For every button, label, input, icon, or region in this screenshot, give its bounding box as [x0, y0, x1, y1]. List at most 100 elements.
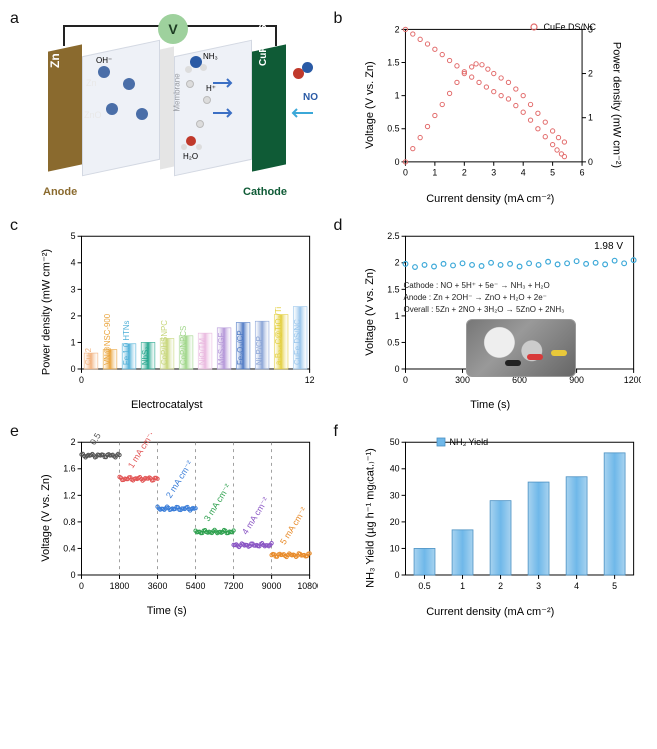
svg-text:Ni₃P/CP: Ni₃P/CP — [255, 336, 264, 365]
no-label: NO — [303, 92, 318, 103]
svg-text:3: 3 — [71, 284, 76, 294]
panel-f-legend-text: NH₃ Yield — [450, 437, 489, 447]
svg-text:5400: 5400 — [186, 581, 206, 591]
svg-text:Fe 1.0 HTNs: Fe 1.0 HTNs — [122, 320, 131, 365]
svg-text:2: 2 — [71, 311, 76, 321]
panel-c-plot: 012012345Cu-2VN@NSC-900Fe 1.0 HTNsNbS₂Co… — [52, 227, 318, 392]
panel-b: b Voltage (V vs. Zn) Power density (mW c… — [332, 8, 650, 205]
panel-e-plot: 0180036005400720090001080000.40.81.21.62… — [52, 433, 318, 598]
anode-tank — [82, 40, 160, 177]
flow-arrows — [213, 68, 243, 148]
svg-text:3600: 3600 — [148, 581, 168, 591]
h2o-label: H₂O — [183, 152, 198, 161]
zno-label: ZnO — [84, 110, 102, 120]
oh-sphere-2 — [123, 78, 135, 90]
panel-f-label: f — [334, 423, 338, 441]
svg-text:4: 4 — [574, 581, 579, 591]
svg-text:1: 1 — [394, 91, 399, 101]
svg-text:2.5: 2.5 — [387, 231, 399, 241]
svg-text:2: 2 — [587, 68, 592, 78]
panel-e-xlabel: Time (s) — [8, 605, 326, 617]
h-sphere-1 — [186, 80, 194, 88]
panel-f-xlabel: Current density (mA cm⁻²) — [332, 605, 650, 618]
svg-text:300: 300 — [455, 375, 470, 385]
panel-a: a V Zn foil OH⁻ Zn ZnO Membrane — [8, 8, 326, 205]
svg-text:1: 1 — [71, 337, 76, 347]
svg-text:30: 30 — [389, 490, 399, 500]
h2o-o — [186, 136, 196, 146]
svg-text:0.5: 0.5 — [387, 124, 399, 134]
svg-text:3: 3 — [536, 581, 541, 591]
svg-text:7200: 7200 — [224, 581, 244, 591]
panel-c-label: c — [10, 217, 18, 235]
svg-text:0: 0 — [394, 364, 399, 374]
svg-text:0: 0 — [394, 570, 399, 580]
svg-text:2: 2 — [71, 437, 76, 447]
svg-text:2: 2 — [461, 168, 466, 178]
svg-text:1800: 1800 — [110, 581, 130, 591]
svg-text:CoP/NPCS: CoP/NPCS — [179, 326, 188, 365]
svg-text:20: 20 — [389, 517, 399, 527]
panel-b-label: b — [334, 10, 343, 28]
photo-clip-black — [505, 360, 521, 366]
svg-text:0.5: 0.5 — [418, 581, 430, 591]
svg-text:0: 0 — [403, 375, 408, 385]
svg-text:1 mA cm⁻²: 1 mA cm⁻² — [126, 433, 157, 470]
oh-label: OH⁻ — [96, 56, 112, 65]
svg-text:2: 2 — [394, 258, 399, 268]
svg-text:VN@NSC-900: VN@NSC-900 — [103, 313, 112, 365]
svg-text:4: 4 — [520, 168, 525, 178]
svg-text:0.5: 0.5 — [387, 337, 399, 347]
panel-b-xlabel: Current density (mA cm⁻²) — [332, 192, 650, 205]
panel-f-legend: NH₃ Yield — [436, 437, 489, 447]
svg-text:40: 40 — [389, 464, 399, 474]
panel-d-eq1: Cathode : NO + 5H⁺ + 5e⁻ → NH₃ + H₂O — [404, 281, 550, 291]
svg-text:CuFe DS/NC: CuFe DS/NC — [293, 319, 302, 365]
svg-text:0: 0 — [587, 157, 592, 167]
panel-d-inset-photo — [466, 319, 576, 377]
svg-text:1: 1 — [587, 113, 592, 123]
h2o-h2 — [196, 144, 202, 150]
svg-text:Fe₂O₃/CP: Fe₂O₃/CP — [236, 330, 245, 365]
panel-c-ylabel: Power density (mW cm⁻²) — [40, 249, 53, 375]
panel-f: f NH₃ Yield (µg h⁻¹ mg₍cat.₎⁻¹) 0 10 20 30 4… — [332, 421, 650, 618]
panel-e: e Voltage (V vs. Zn) 0180036005400720090… — [8, 421, 326, 618]
figure: a V Zn foil OH⁻ Zn ZnO Membrane — [0, 0, 657, 626]
panel-b-legend: CuFe DS/NC — [529, 22, 596, 32]
panel-b-ylabel: Voltage (V vs. Zn) — [364, 61, 376, 148]
svg-text:1200: 1200 — [623, 375, 641, 385]
panel-d-xlabel: Time (s) — [332, 399, 650, 411]
panel-c-xlabel: Electrocatalyst — [8, 399, 326, 411]
svg-text:0: 0 — [79, 581, 84, 591]
svg-text:1.6: 1.6 — [63, 464, 75, 474]
panel-a-diagram: V Zn foil OH⁻ Zn ZnO Membrane H⁺ — [8, 8, 326, 203]
panel-d-voltage-value: 1.98 V — [594, 241, 623, 252]
svg-text:Cu-2: Cu-2 — [84, 348, 93, 365]
svg-text:0: 0 — [402, 168, 407, 178]
panel-d-eq3: Overall : 5Zn + 2NO + 3H₂O → 5ZnO + 2NH₃ — [404, 305, 565, 315]
cathode-label: Cathode — [243, 186, 287, 198]
panel-e-ylabel: Voltage (V vs. Zn) — [40, 474, 52, 561]
svg-text:10: 10 — [389, 543, 399, 553]
svg-text:1: 1 — [460, 581, 465, 591]
nh3-h2 — [200, 64, 207, 71]
svg-text:1: 1 — [394, 311, 399, 321]
svg-text:1: 1 — [432, 168, 437, 178]
svg-text:0: 0 — [71, 364, 76, 374]
svg-text:2 mA cm⁻²: 2 mA cm⁻² — [164, 459, 195, 500]
svg-text:1.2: 1.2 — [63, 490, 75, 500]
nh3-label: NH₃ — [203, 52, 218, 61]
panel-e-label: e — [10, 423, 19, 441]
panel-b-y2label: Power density (mW cm⁻²) — [611, 42, 624, 168]
panel-c: c Power density (mW cm⁻²) 012012345Cu-2V… — [8, 215, 326, 411]
svg-text:50: 50 — [389, 437, 399, 447]
panel-f-ylabel: NH₃ Yield (µg h⁻¹ mg₍cat.₎⁻¹) — [363, 448, 376, 588]
h-sphere-2 — [203, 96, 211, 104]
svg-text:4: 4 — [71, 258, 76, 268]
photo-clip-yellow — [551, 350, 567, 356]
svg-text:5 mA cm⁻²: 5 mA cm⁻² — [278, 505, 309, 546]
nh3-h1 — [185, 66, 192, 73]
svg-text:NiO/TM: NiO/TM — [198, 338, 207, 365]
svg-text:10800: 10800 — [297, 581, 317, 591]
svg-text:4 mA cm⁻²: 4 mA cm⁻² — [240, 495, 271, 536]
